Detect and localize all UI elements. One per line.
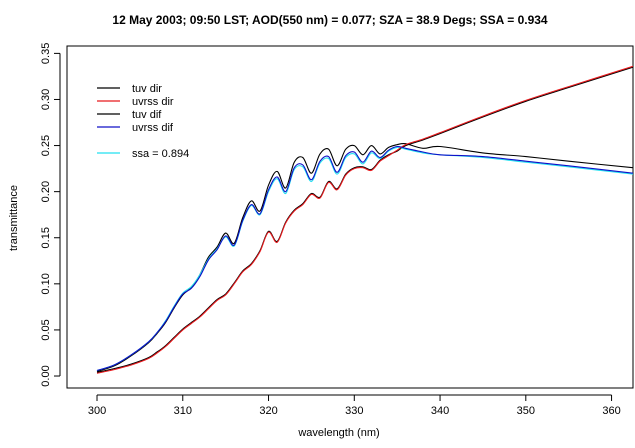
y-tick-label: 0.25: [40, 135, 52, 156]
series-line-uvrss-dir: [96, 65, 633, 374]
x-tick-label: 320: [259, 405, 277, 417]
y-tick-label: 0.35: [40, 43, 52, 64]
x-tick-label: 340: [431, 405, 449, 417]
y-tick-label: 0.15: [40, 227, 52, 248]
chart-title: 12 May 2003; 09:50 LST; AOD(550 nm) = 0.…: [112, 13, 548, 27]
legend-label: tuv dir: [132, 83, 162, 95]
x-tick-label: 310: [174, 405, 192, 417]
y-tick-label: 0.20: [40, 181, 52, 202]
x-tick-label: 360: [602, 405, 620, 417]
y-tick-label: 0.05: [40, 319, 52, 340]
y-tick-label: 0.10: [40, 273, 52, 294]
legend-label: uvrss dir: [132, 96, 174, 108]
x-tick-label: 300: [88, 405, 106, 417]
y-tick-label: 0.30: [40, 89, 52, 110]
x-tick-label: 330: [345, 405, 363, 417]
plot-area: [66, 45, 634, 389]
series-line-uvrss-dif: [96, 145, 633, 372]
legend-label: tuv dif: [132, 109, 162, 121]
legend-label: uvrss dif: [132, 122, 174, 134]
series-line-tuv-dif: [96, 142, 633, 372]
x-axis: 300 310 320 330 340 350 360: [88, 394, 621, 417]
x-axis-label: wavelength (nm): [297, 427, 379, 439]
series-line-tuv-dir: [96, 66, 633, 373]
legend-label: ssa = 0.894: [132, 148, 189, 160]
series-line-ssa-0-894: [96, 146, 633, 372]
y-axis-label: transmittance: [8, 185, 20, 251]
y-tick-label: 0.00: [40, 365, 52, 386]
x-tick-label: 350: [517, 405, 535, 417]
plot-frame: [66, 45, 634, 389]
y-axis: 0.00 0.05 0.10 0.15 0.20 0.25 0.30 0.35: [40, 43, 61, 387]
